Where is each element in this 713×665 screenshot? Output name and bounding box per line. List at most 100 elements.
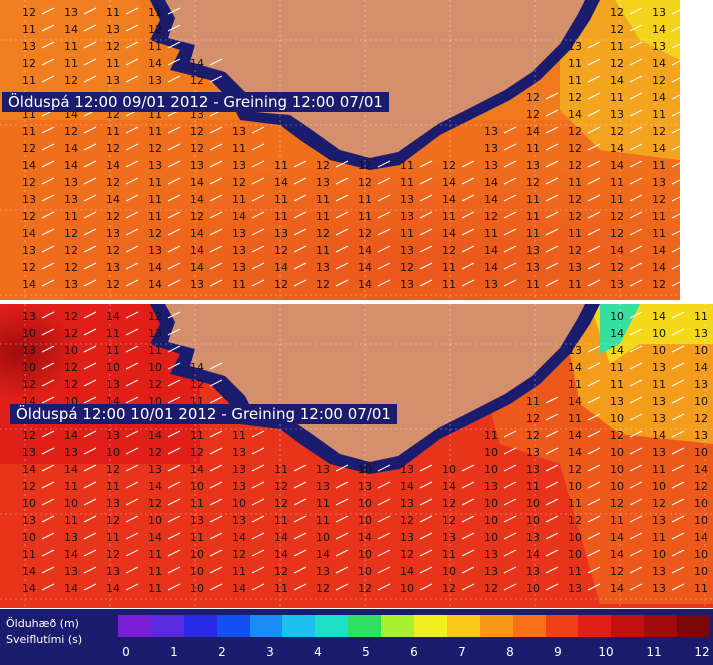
wave-direction-arrow [671, 128, 680, 134]
wave-value: 14 [442, 227, 456, 240]
wave-value: 11 [652, 159, 666, 172]
wave-value: 13 [400, 193, 414, 206]
wave-value: 11 [232, 565, 246, 578]
wave-direction-arrow [293, 498, 307, 506]
wave-direction-arrow [587, 160, 601, 168]
wave-direction-arrow [209, 177, 223, 185]
wave-value: 14 [610, 531, 624, 544]
wave-direction-arrow [671, 413, 685, 421]
wave-value: 10 [694, 497, 708, 510]
wave-direction-arrow [461, 194, 475, 202]
wave-direction-arrow [335, 228, 349, 236]
wave-direction-arrow [167, 211, 181, 219]
wave-value: 12 [358, 227, 372, 240]
wave-value: 14 [484, 244, 498, 257]
wave-value: 11 [568, 497, 582, 510]
wave-direction-arrow [83, 211, 97, 219]
wave-value: 11 [358, 193, 372, 206]
wave-direction-arrow [545, 464, 559, 472]
wave-value: 10 [568, 548, 582, 561]
wave-direction-arrow [83, 498, 97, 506]
wave-value: 13 [694, 327, 708, 340]
wave-direction-arrow [335, 515, 349, 523]
wave-direction-arrow [503, 194, 517, 202]
color-swatch [118, 615, 151, 637]
color-swatch [315, 615, 349, 637]
wave-direction-arrow [377, 160, 391, 168]
wave-direction-arrow [587, 126, 601, 134]
wave-value: 13 [316, 565, 330, 578]
color-swatch [446, 615, 480, 637]
wave-direction-arrow [419, 177, 433, 185]
wave-value: 14 [358, 531, 372, 544]
wave-value: 13 [232, 125, 246, 138]
wave-value: 11 [274, 582, 288, 595]
wave-direction-arrow [461, 245, 475, 253]
wave-direction-arrow [377, 262, 391, 270]
wave-direction-arrow [587, 464, 601, 472]
wave-direction-arrow [41, 583, 55, 591]
wave-value: 10 [694, 565, 708, 578]
wave-direction-arrow [251, 430, 265, 438]
wave-direction-arrow [503, 481, 517, 489]
wave-direction-arrow [209, 58, 223, 66]
wave-value: 10 [568, 531, 582, 544]
wave-value: 12 [400, 548, 414, 561]
wave-direction-arrow [461, 498, 475, 506]
wave-direction-arrow [167, 532, 181, 540]
wave-direction-arrow [83, 549, 97, 557]
wave-direction-arrow [671, 94, 680, 100]
tick-label: 2 [218, 645, 226, 659]
wave-value: 11 [316, 244, 330, 257]
wave-direction-arrow [503, 430, 517, 438]
wave-direction-arrow [461, 279, 475, 287]
wave-direction-arrow [293, 566, 307, 574]
wave-value: 13 [22, 193, 36, 206]
wave-direction-arrow [461, 515, 475, 523]
wave-direction-arrow [629, 515, 643, 523]
wave-value: 10 [64, 497, 78, 510]
wave-direction-arrow [167, 245, 181, 253]
wave-direction-arrow [83, 515, 97, 523]
wave-value: 13 [568, 582, 582, 595]
wave-value: 13 [64, 531, 78, 544]
wave-direction-arrow [671, 179, 680, 185]
wave-value: 13 [64, 565, 78, 578]
wave-value: 12 [316, 278, 330, 291]
wave-value: 12 [232, 176, 246, 189]
wave-value: 11 [568, 227, 582, 240]
wave-direction-arrow [545, 447, 559, 455]
wave-value: 13 [148, 244, 162, 257]
color-scale-ticks: 0 1 2 3 4 5 6 7 8 9 10 11 12 [118, 645, 710, 661]
wave-direction-arrow [419, 279, 433, 287]
wave-direction-arrow [209, 143, 223, 151]
wave-direction-arrow [251, 447, 265, 455]
wave-value: 11 [484, 429, 498, 442]
wave-direction-arrow [83, 58, 97, 66]
wave-direction-arrow [587, 109, 601, 117]
wave-value: 13 [232, 480, 246, 493]
wave-direction-arrow [41, 160, 55, 168]
wave-value: 12 [148, 227, 162, 240]
wave-direction-arrow [167, 345, 181, 353]
tick-label: 6 [410, 645, 418, 659]
wave-direction-arrow [629, 92, 643, 100]
wave-direction-arrow [209, 379, 223, 387]
wave-value: 14 [526, 548, 540, 561]
wave-value: 14 [22, 463, 36, 476]
wave-value: 11 [190, 429, 204, 442]
wave-direction-arrow [125, 498, 139, 506]
wave-direction-arrow [629, 481, 643, 489]
wave-direction-arrow [209, 279, 223, 287]
wave-direction-arrow [671, 583, 685, 591]
wave-direction-arrow [83, 24, 97, 32]
wave-direction-arrow [209, 160, 223, 168]
wave-direction-arrow [167, 262, 181, 270]
wave-direction-arrow [167, 41, 181, 49]
wave-value: 13 [148, 463, 162, 476]
wave-value: 13 [694, 378, 708, 391]
wave-value: 12 [22, 142, 36, 155]
wave-value: 11 [22, 548, 36, 561]
wave-value: 14 [190, 463, 204, 476]
wave-value: 11 [148, 125, 162, 138]
